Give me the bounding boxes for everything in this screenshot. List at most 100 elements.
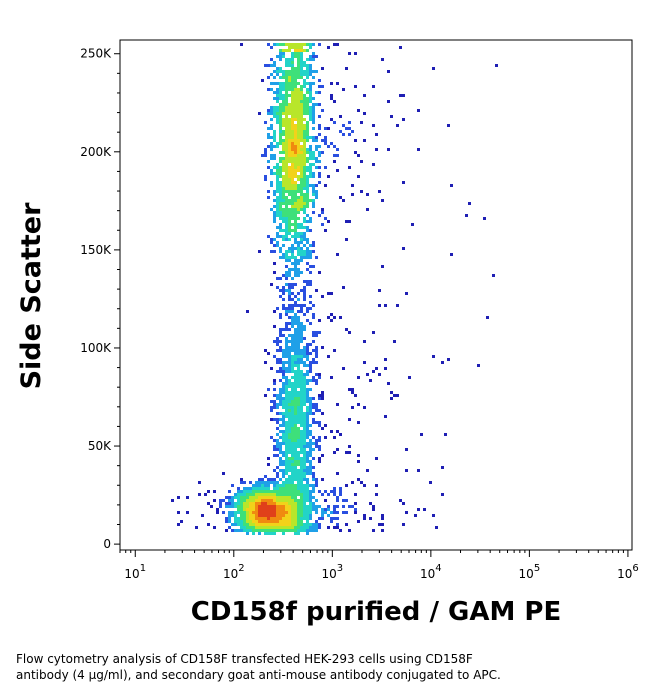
data-point xyxy=(303,127,306,130)
data-point xyxy=(291,214,294,217)
data-point xyxy=(273,193,276,196)
data-point xyxy=(276,397,279,400)
data-point xyxy=(255,487,258,490)
data-point xyxy=(363,406,366,409)
data-point xyxy=(297,352,300,355)
data-point xyxy=(288,364,291,367)
data-point xyxy=(270,64,273,67)
data-point xyxy=(345,451,348,454)
data-point xyxy=(273,403,276,406)
data-point xyxy=(477,364,480,367)
data-point xyxy=(297,268,300,271)
data-point xyxy=(279,499,282,502)
data-point xyxy=(309,85,312,88)
data-point xyxy=(300,526,303,529)
data-point xyxy=(288,292,291,295)
data-point xyxy=(276,337,279,340)
data-point xyxy=(291,322,294,325)
data-point xyxy=(279,529,282,532)
data-point xyxy=(297,76,300,79)
data-point xyxy=(288,481,291,484)
data-point xyxy=(300,355,303,358)
data-point xyxy=(306,370,309,373)
data-point xyxy=(285,430,288,433)
data-point xyxy=(291,478,294,481)
data-point xyxy=(282,220,285,223)
data-point xyxy=(297,343,300,346)
data-point xyxy=(291,406,294,409)
data-point xyxy=(315,406,318,409)
data-point xyxy=(396,394,399,397)
data-point xyxy=(294,55,297,58)
data-point xyxy=(276,442,279,445)
data-point xyxy=(282,286,285,289)
data-point xyxy=(291,418,294,421)
data-point xyxy=(288,139,291,142)
data-point xyxy=(273,517,276,520)
data-point xyxy=(291,424,294,427)
data-point xyxy=(351,193,354,196)
data-point xyxy=(285,391,288,394)
data-point xyxy=(279,514,282,517)
data-point xyxy=(297,475,300,478)
data-point xyxy=(270,520,273,523)
data-point xyxy=(276,502,279,505)
data-point xyxy=(246,499,249,502)
data-point xyxy=(300,478,303,481)
data-point xyxy=(309,397,312,400)
data-point xyxy=(309,343,312,346)
data-point xyxy=(312,163,315,166)
data-point xyxy=(297,316,300,319)
data-point xyxy=(240,490,243,493)
data-point xyxy=(288,307,291,310)
data-point xyxy=(282,199,285,202)
data-point xyxy=(282,202,285,205)
data-point xyxy=(300,397,303,400)
data-point xyxy=(312,106,315,109)
data-point xyxy=(285,289,288,292)
y-tick-label: 100K xyxy=(80,341,112,355)
data-point xyxy=(297,55,300,58)
data-point xyxy=(297,436,300,439)
data-point xyxy=(318,331,321,334)
data-point xyxy=(270,184,273,187)
data-point xyxy=(273,211,276,214)
data-point xyxy=(294,295,297,298)
data-point xyxy=(288,43,291,46)
data-point xyxy=(309,199,312,202)
data-point xyxy=(297,133,300,136)
data-point xyxy=(291,193,294,196)
data-point xyxy=(270,481,273,484)
data-point xyxy=(303,496,306,499)
data-point xyxy=(318,79,321,82)
data-point xyxy=(291,76,294,79)
data-point xyxy=(306,382,309,385)
data-point xyxy=(309,97,312,100)
data-point xyxy=(354,151,357,154)
data-point xyxy=(315,352,318,355)
data-point xyxy=(309,217,312,220)
data-point xyxy=(270,172,273,175)
data-point xyxy=(303,187,306,190)
data-point xyxy=(300,235,303,238)
data-point xyxy=(294,457,297,460)
data-point xyxy=(171,499,174,502)
data-point xyxy=(267,463,270,466)
data-point xyxy=(297,532,300,535)
data-point xyxy=(291,184,294,187)
data-point xyxy=(273,172,276,175)
data-point xyxy=(306,487,309,490)
data-point xyxy=(306,205,309,208)
data-point xyxy=(282,523,285,526)
data-point xyxy=(306,508,309,511)
data-point xyxy=(288,370,291,373)
data-point xyxy=(348,529,351,532)
data-point xyxy=(309,529,312,532)
data-point xyxy=(336,430,339,433)
data-point xyxy=(306,220,309,223)
data-point xyxy=(300,361,303,364)
data-point xyxy=(306,136,309,139)
data-point xyxy=(288,121,291,124)
data-point xyxy=(255,514,258,517)
data-point xyxy=(303,97,306,100)
